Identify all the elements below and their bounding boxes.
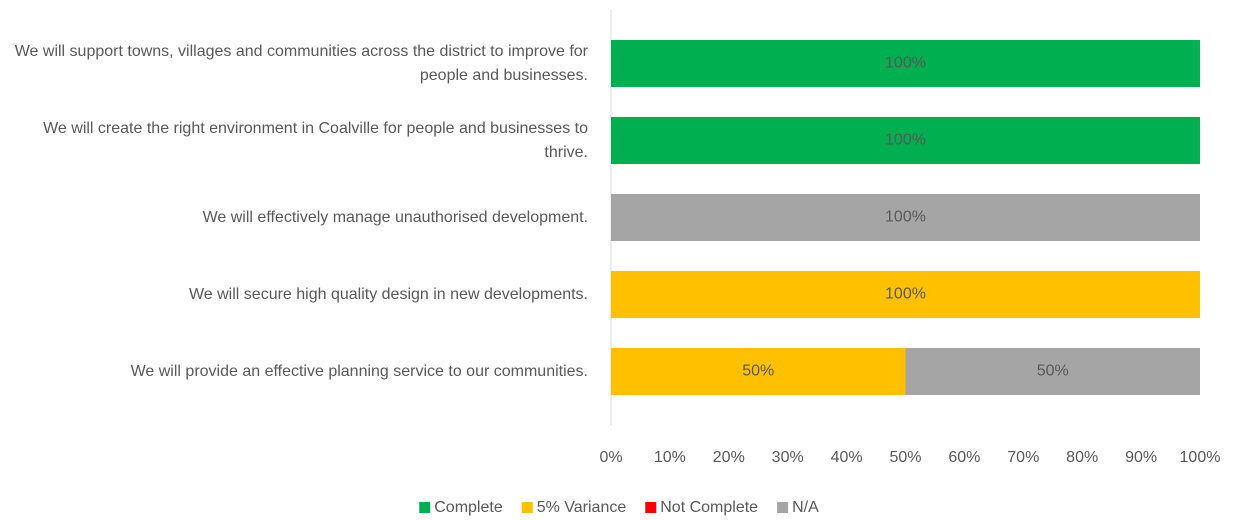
x-tick-label: 0% (599, 449, 622, 466)
x-tick-label: 10% (654, 449, 686, 466)
legend-swatch (777, 502, 789, 513)
bar-segment (905, 348, 1200, 395)
legend-swatch (645, 502, 657, 513)
data-label: 50% (1037, 363, 1069, 380)
category-label: We will secure high quality design in ne… (188, 285, 588, 303)
data-label: 100% (885, 55, 926, 72)
legend-swatch (521, 502, 533, 513)
x-tick-label: 30% (772, 449, 804, 466)
category-label: We will provide an effective planning se… (130, 362, 588, 380)
bar-segment (611, 117, 1200, 164)
legend-swatch (419, 502, 431, 513)
data-label: 100% (885, 286, 926, 303)
legend-label: N/A (792, 499, 819, 516)
data-label: 100% (885, 209, 926, 226)
x-tick-label: 40% (831, 449, 863, 466)
bar-segment (611, 194, 1200, 241)
legend-label: Complete (434, 499, 503, 516)
x-tick-label: 100% (1180, 449, 1221, 466)
x-tick-label: 60% (948, 449, 980, 466)
x-tick-label: 50% (889, 449, 921, 466)
x-tick-label: 90% (1125, 449, 1157, 466)
bar-segment (611, 271, 1200, 318)
x-tick-label: 70% (1007, 449, 1039, 466)
bar-segment (611, 40, 1200, 87)
category-label: We will create the right environment in … (43, 119, 588, 161)
data-label: 50% (742, 363, 774, 380)
x-tick-label: 20% (713, 449, 745, 466)
category-label: We will support towns, villages and comm… (14, 42, 588, 84)
legend-label: 5% Variance (537, 499, 627, 516)
data-label: 100% (885, 132, 926, 149)
x-tick-label: 80% (1066, 449, 1098, 466)
legend-label: Not Complete (660, 499, 758, 516)
category-label: We will effectively manage unauthorised … (202, 208, 588, 226)
bar-segment (611, 348, 906, 395)
